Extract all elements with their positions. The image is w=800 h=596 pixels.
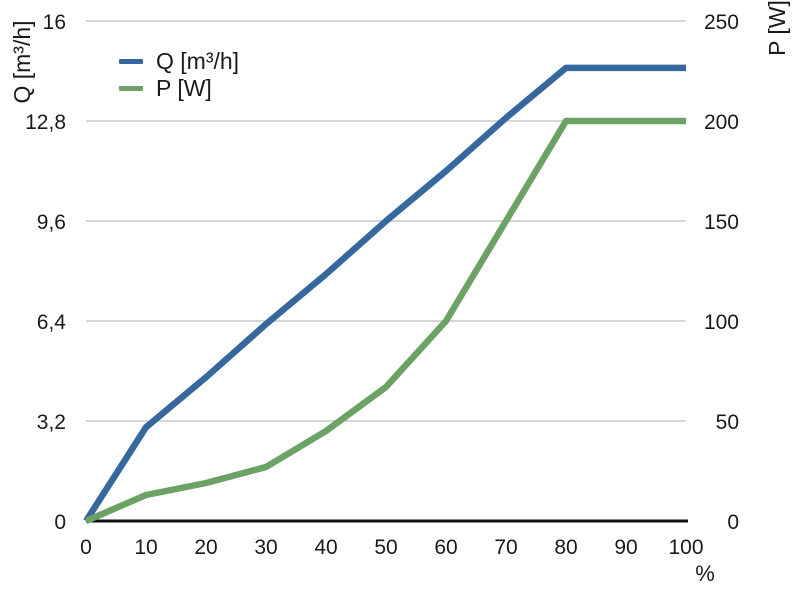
y-tick-label-right: 0 (727, 511, 739, 534)
legend-swatch-p-icon (119, 86, 143, 91)
legend: Q [m³/h] P [W] (119, 48, 239, 102)
right-axis-title: P [W] (764, 0, 790, 56)
y-tick-label-left: 16 (43, 11, 66, 34)
x-tick-label: 80 (554, 536, 577, 559)
y-tick-label-right: 150 (704, 211, 739, 234)
x-tick-label: 40 (314, 536, 337, 559)
x-tick-label: 50 (374, 536, 397, 559)
series-line-p (84, 117, 686, 524)
y-tick-label-right: 50 (716, 411, 739, 434)
left-axis-title: Q [m³/h] (9, 20, 35, 104)
series-line-q (83, 64, 686, 523)
y-tick-label-left: 6,4 (37, 311, 67, 334)
y-tick-label-left: 9,6 (37, 211, 66, 234)
y-tick-label-right: 250 (704, 11, 739, 34)
y-tick-label-right: 100 (704, 311, 739, 334)
x-tick-label: 0 (80, 536, 92, 559)
x-tick-label: 90 (614, 536, 637, 559)
x-tick-label: 20 (194, 536, 217, 559)
x-tick-label: 30 (254, 536, 277, 559)
x-tick-label: 60 (434, 536, 457, 559)
legend-label-q: Q [m³/h] (156, 48, 240, 74)
legend-label-p: P [W] (156, 75, 212, 101)
x-axis-unit-label: % (695, 561, 715, 586)
y-tick-label-right: 200 (704, 111, 739, 134)
legend-swatch-q-icon (119, 59, 143, 64)
y-tick-label-left: 0 (54, 511, 66, 534)
x-tick-label: 10 (134, 536, 157, 559)
legend-item-q: Q [m³/h] (119, 48, 239, 75)
x-tick-label: 70 (494, 536, 517, 559)
legend-item-p: P [W] (119, 75, 239, 102)
y-tick-label-left: 3,2 (37, 411, 66, 434)
x-tick-label: 100 (668, 536, 703, 559)
y-tick-label-left: 12,8 (25, 111, 66, 134)
